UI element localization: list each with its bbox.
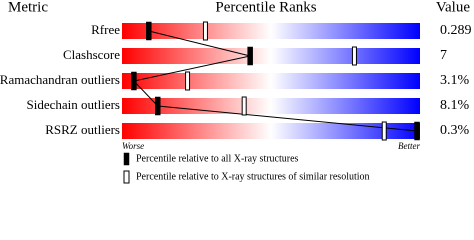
- legend-swatch: [123, 152, 130, 166]
- marker-similar: [381, 121, 387, 141]
- metric-value: 7: [440, 48, 447, 63]
- chart: Metric Percentile Ranks Value Rfree 0.289…: [0, 0, 472, 184]
- metric-value: 0.289: [440, 23, 472, 38]
- marker-similar: [351, 46, 357, 66]
- percentile-bar: [122, 73, 420, 89]
- marker-all: [247, 46, 253, 66]
- marker-all: [146, 21, 152, 41]
- marker-all: [131, 71, 137, 91]
- percentile-bar: [122, 48, 420, 64]
- marker-similar: [202, 21, 208, 41]
- value-header: Value: [436, 0, 470, 15]
- legend-swatch: [123, 170, 130, 184]
- metric-label: Sidechain outliers: [26, 97, 120, 112]
- metric-value: 8.1%: [440, 98, 470, 113]
- percentile-bar: [122, 98, 420, 114]
- axis-low-label: Worse: [122, 141, 144, 151]
- marker-all: [414, 121, 420, 141]
- percentile-bar: [122, 123, 420, 139]
- legend-label: Percentile relative to all X-ray structu…: [136, 153, 299, 164]
- metric-header: Metric: [8, 0, 48, 15]
- marker-similar: [185, 71, 191, 91]
- percentile-bar: [122, 23, 420, 39]
- metric-value: 0.3%: [440, 123, 470, 138]
- marker-all: [155, 96, 161, 116]
- metric-label: RSRZ outliers: [45, 122, 120, 137]
- metric-value: 3.1%: [440, 73, 470, 88]
- metric-label: Clashscore: [63, 47, 120, 62]
- metric-label: Rfree: [91, 22, 120, 37]
- chart-title: Percentile Ranks: [215, 0, 316, 15]
- legend-label: Percentile relative to X-ray structures …: [136, 171, 370, 182]
- marker-similar: [241, 96, 247, 116]
- axis-high-label: Better: [398, 141, 420, 151]
- metric-label: Ramachandran outliers: [0, 72, 120, 87]
